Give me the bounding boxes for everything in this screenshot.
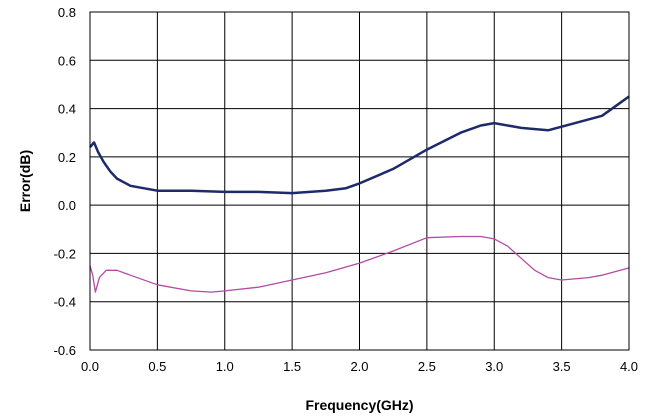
y-tick-label: 0.6 (58, 53, 76, 68)
y-tick-label: -0.2 (54, 246, 76, 261)
y-tick-label: 0.8 (58, 5, 76, 20)
series-layer (89, 95, 630, 293)
y-tick-label: 0.4 (58, 102, 76, 117)
x-tick-label: 0.5 (148, 359, 166, 374)
x-tick-label: 1.0 (216, 359, 234, 374)
series-line-2 (89, 235, 630, 293)
plot-frame (89, 11, 630, 351)
x-tick-label: 4.0 (620, 359, 638, 374)
x-tick-label: 3.5 (553, 359, 571, 374)
x-tick-label: 2.0 (350, 359, 368, 374)
x-tick-label: 0.0 (81, 359, 99, 374)
series-line-1 (89, 95, 630, 195)
x-tick-label: 1.5 (283, 359, 301, 374)
y-tick-label: 0.0 (58, 198, 76, 213)
y-tick-label: -0.4 (54, 295, 76, 310)
y-tick-labels: 0.8 0.6 0.4 0.2 0.0 -0.2 -0.4 -0.6 (54, 5, 76, 358)
y-tick-label: 0.2 (58, 150, 76, 165)
x-tick-labels: 0.0 0.5 1.0 1.5 2.0 2.5 3.0 3.5 4.0 (81, 359, 638, 374)
y-tick-label: -0.6 (54, 343, 76, 358)
x-axis-title: Frequency(GHz) (305, 397, 413, 413)
y-axis-title: Error(dB) (17, 150, 33, 212)
x-tick-label: 2.5 (418, 359, 436, 374)
x-tick-label: 3.0 (485, 359, 503, 374)
